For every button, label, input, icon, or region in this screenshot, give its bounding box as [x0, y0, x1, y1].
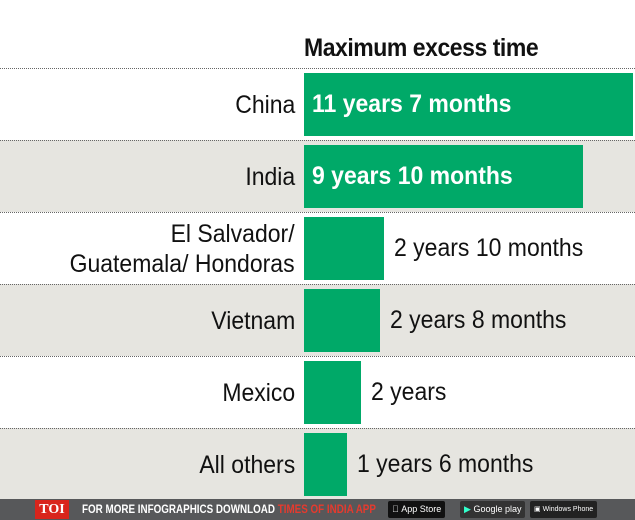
app-store-label: App Store: [392, 504, 441, 514]
data-label: 2 years: [371, 378, 447, 406]
category-label: El Salvador/ Guatemala/ Hondoras: [69, 219, 295, 278]
data-label: 1 years 6 months: [357, 450, 534, 478]
bar: [304, 145, 583, 208]
google-play-badge[interactable]: ▶ Google play: [460, 501, 526, 518]
bar-row: Mexico 2 years: [0, 356, 635, 428]
footer-banner: TOI FOR MORE INFOGRAPHICS DOWNLOAD TIMES…: [0, 499, 635, 520]
toi-logo: TOI: [35, 500, 69, 519]
bar-row: China 11 years 7 months: [0, 68, 635, 140]
bar-row: El Salvador/ Guatemala/ Hondoras 2 years …: [0, 212, 635, 284]
category-label: Vietnam: [211, 306, 295, 335]
app-store-badge[interactable]:  App Store: [388, 501, 446, 518]
google-play-label: Google play: [473, 504, 522, 514]
bar-row: India 9 years 10 months: [0, 140, 635, 212]
category-label: China: [234, 90, 295, 119]
bar-row: All others 1 years 6 months: [0, 428, 635, 500]
windows-phone-badge[interactable]: ▣ Windows Phone: [530, 501, 598, 518]
data-label: 2 years 10 months: [394, 234, 584, 262]
data-label: 11 years 7 months: [312, 90, 512, 118]
bar: [304, 361, 361, 424]
bar: [304, 217, 384, 280]
data-label: 9 years 10 months: [312, 162, 513, 190]
footer-promo: FOR MORE INFOGRAPHICS DOWNLOAD: [82, 502, 278, 516]
category-label: India: [245, 162, 295, 191]
play-icon: ▶: [464, 504, 471, 514]
category-label: Mexico: [222, 378, 295, 407]
bar-row: Vietnam 2 years 8 months: [0, 284, 635, 356]
bar: [304, 433, 347, 496]
bar: [304, 73, 633, 136]
footer-app-name: TIMES OF INDIA APP: [277, 502, 376, 516]
data-label: 2 years 8 months: [390, 306, 567, 334]
footer-text: FOR MORE INFOGRAPHICS DOWNLOAD TIMES OF …: [82, 502, 376, 516]
category-label: All others: [199, 450, 295, 479]
bar: [304, 289, 380, 352]
windows-phone-label: Windows Phone: [542, 506, 594, 513]
chart-title: Maximum excess time: [304, 34, 539, 62]
